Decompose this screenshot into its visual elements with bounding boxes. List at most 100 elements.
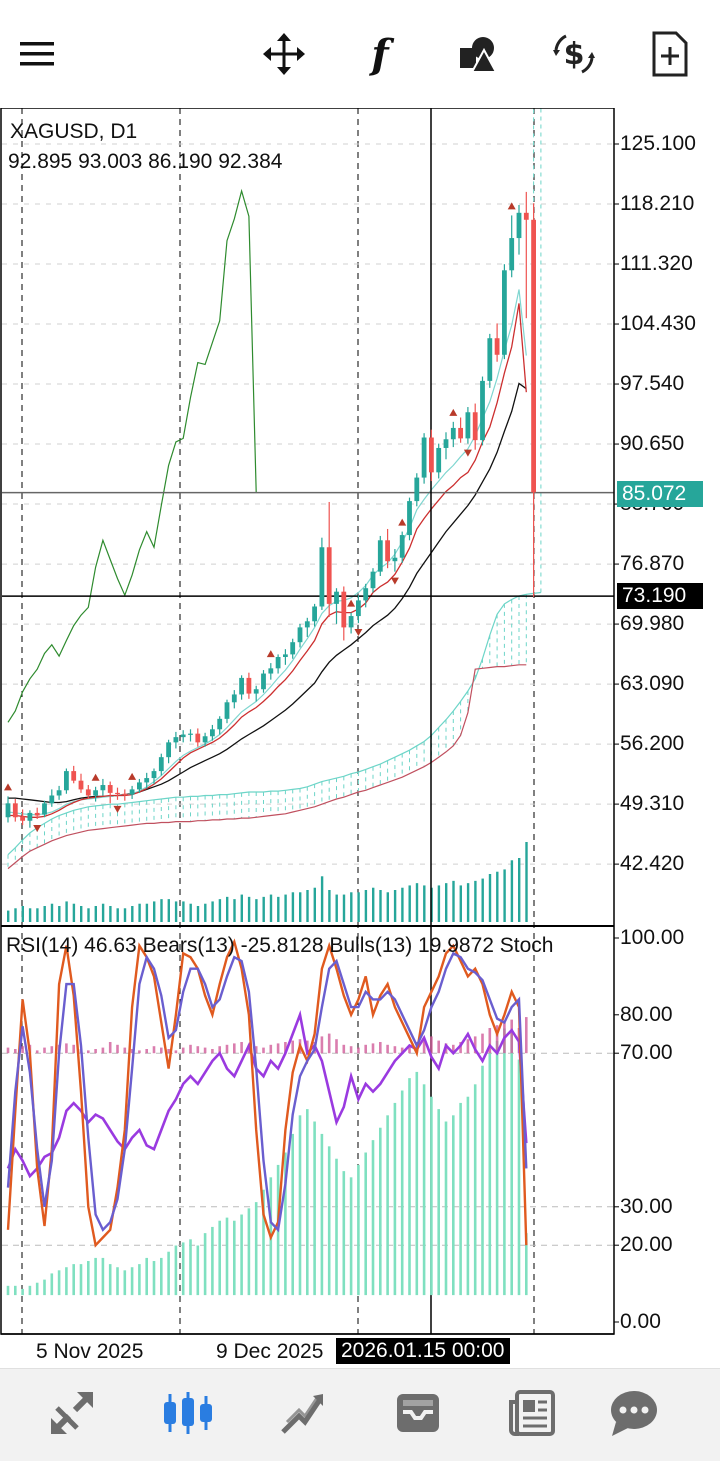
fractal-down-marker	[354, 629, 363, 637]
crosshair-button[interactable]	[254, 24, 314, 84]
candle-bear	[122, 793, 128, 795]
volume-bar	[94, 906, 97, 922]
bears-power-bar	[452, 1044, 455, 1054]
bulls-power-bar	[393, 1102, 397, 1296]
bulls-power-bar	[357, 1164, 360, 1296]
bulls-power-bar	[291, 1133, 294, 1296]
volume-bar	[313, 887, 316, 922]
candle-bull	[421, 437, 427, 478]
candle-bear	[78, 780, 84, 790]
bears-power-bar	[181, 1047, 185, 1054]
bulls-power-bar	[94, 1257, 97, 1296]
bears-power-bar	[130, 1049, 134, 1054]
bulls-power-bar	[459, 1102, 462, 1296]
new-chart-button[interactable]	[640, 24, 700, 84]
bears-power-bar	[50, 1046, 54, 1054]
candles	[5, 191, 536, 828]
trade-icon	[281, 1394, 324, 1434]
bulls-power-bar	[116, 1267, 119, 1296]
bears-power-bar	[342, 1044, 346, 1054]
volume-bar	[510, 860, 514, 922]
candle-bull	[188, 733, 193, 735]
candle-bull	[443, 439, 449, 448]
candle-bull	[253, 689, 259, 694]
candle-bear	[246, 677, 252, 694]
bears-power-bar	[160, 1047, 163, 1054]
chikou-line	[7, 188, 257, 723]
bears-power-bar	[357, 1047, 360, 1054]
candle-bull	[356, 600, 361, 617]
nav-quotes[interactable]	[40, 1383, 104, 1443]
fractal-down-marker	[113, 805, 122, 813]
bulls-power-bar	[28, 1285, 32, 1296]
indicators-button[interactable]: f	[350, 24, 410, 84]
bulls-power-bar	[43, 1279, 46, 1296]
volume-bar	[262, 896, 265, 922]
news-icon	[509, 1390, 555, 1436]
nav-chart[interactable]	[156, 1383, 220, 1443]
volume-bar	[408, 885, 411, 922]
candle-bull	[27, 812, 33, 821]
messages-icon	[611, 1391, 657, 1436]
bears-power-bar	[65, 1043, 68, 1054]
price-tick-label: 97.540	[620, 372, 685, 396]
osc-tick-label: 70.00	[620, 1041, 673, 1065]
fractal-up-marker	[4, 783, 12, 791]
candle-bull	[509, 238, 515, 271]
nav-history[interactable]	[386, 1383, 450, 1443]
trade-button[interactable]: $	[544, 24, 604, 84]
bears-power-bar	[94, 1049, 97, 1054]
volume-bar	[189, 903, 192, 922]
candle-bull	[414, 477, 420, 502]
bears-power-bar	[233, 1043, 236, 1054]
bulls-power-bar	[503, 1028, 506, 1296]
candle-bull	[450, 427, 456, 440]
candle-bull	[261, 673, 266, 690]
fractal-down-marker	[33, 825, 42, 833]
nav-messages[interactable]	[602, 1383, 666, 1443]
candle-bull	[231, 694, 237, 703]
objects-button[interactable]	[448, 24, 508, 84]
bulls-power-bar	[510, 1031, 513, 1296]
menu-button[interactable]	[8, 24, 68, 84]
nav-trade[interactable]	[270, 1383, 334, 1443]
bulls-power-bar	[254, 1202, 258, 1296]
volume-bar	[218, 899, 222, 922]
candle-bull	[319, 547, 325, 607]
osc-line-rsi-14-	[6, 1010, 528, 1179]
chart-canvas[interactable]	[0, 108, 720, 1368]
bears-power-bar	[335, 1039, 338, 1054]
volume-bar	[43, 906, 46, 922]
bulls-power-bar	[452, 1115, 455, 1296]
bears-power-bar	[189, 1044, 192, 1054]
candle-bull	[436, 447, 442, 473]
bulls-power-bar	[174, 1245, 178, 1296]
candle-bear	[458, 427, 463, 439]
volume-bar	[503, 869, 506, 922]
bears-power-bar	[225, 1044, 229, 1054]
chart-area[interactable]: XAGUSD, D1 92.895 93.003 86.190 92.384 R…	[0, 108, 720, 1368]
candle-bull	[465, 412, 471, 439]
bears-power-bar	[525, 1017, 528, 1054]
candle-bear	[523, 212, 529, 220]
volume-bar	[167, 899, 170, 922]
bulls-power-bar	[444, 1121, 448, 1296]
bears-power-bar	[218, 1046, 221, 1054]
volume-bar	[14, 908, 17, 922]
bears-power-bar	[400, 1047, 404, 1054]
bulls-power-bar	[181, 1242, 185, 1296]
fractal-up-marker	[449, 408, 458, 416]
volume-bar	[255, 899, 258, 922]
candle-bear	[107, 785, 113, 793]
fractal-up-marker	[507, 202, 516, 210]
volume-bar	[174, 901, 178, 922]
x-axis-label-1: 5 Nov 2025	[36, 1340, 144, 1363]
candle-bull	[93, 790, 98, 796]
volume-bar	[182, 901, 185, 922]
bulls-power-bar	[50, 1273, 54, 1296]
nav-news[interactable]	[500, 1383, 564, 1443]
bulls-power-bar	[152, 1261, 156, 1296]
volume-bar	[393, 890, 397, 922]
osc-tick-label: 20.00	[620, 1233, 673, 1257]
volume-bar	[138, 903, 141, 922]
